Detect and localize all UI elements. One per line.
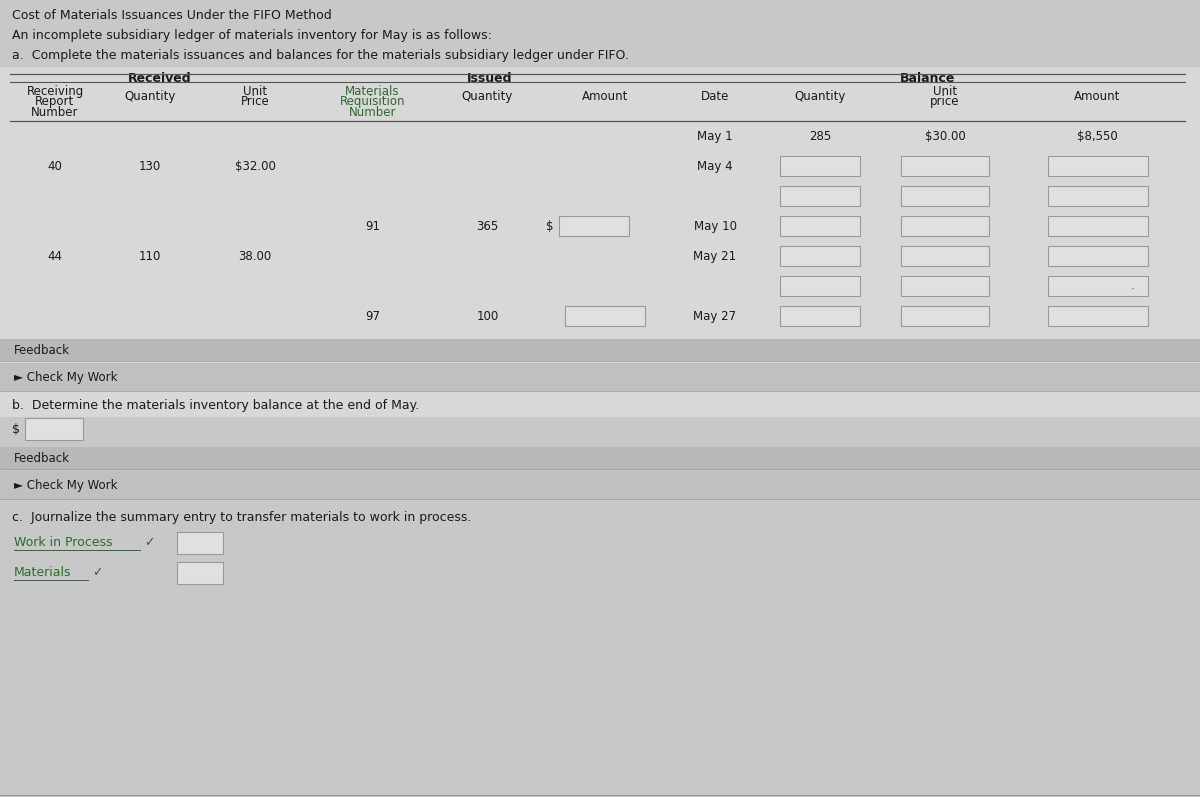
Text: Materials: Materials — [346, 84, 400, 97]
Text: May 1: May 1 — [697, 129, 733, 143]
Text: Quantity: Quantity — [462, 89, 514, 103]
Bar — [901, 246, 989, 266]
Bar — [901, 156, 989, 176]
Text: Receiving: Receiving — [26, 84, 84, 97]
Text: 91: 91 — [365, 219, 380, 233]
Text: May 4: May 4 — [697, 159, 733, 172]
Text: May 27: May 27 — [694, 309, 737, 323]
Text: ► Check My Work: ► Check My Work — [14, 371, 118, 383]
Bar — [1048, 276, 1147, 296]
Text: Unit: Unit — [242, 84, 268, 97]
Text: Work in Process: Work in Process — [14, 536, 113, 549]
Text: Date: Date — [701, 89, 730, 103]
Bar — [1048, 156, 1147, 176]
Text: Issued: Issued — [467, 72, 512, 84]
Bar — [178, 562, 223, 584]
Text: Balance: Balance — [900, 72, 955, 84]
Bar — [780, 186, 860, 206]
Text: Report: Report — [35, 95, 74, 108]
Text: An incomplete subsidiary ledger of materials inventory for May is as follows:: An incomplete subsidiary ledger of mater… — [12, 29, 492, 41]
Bar — [25, 418, 83, 440]
Text: Feedback: Feedback — [14, 344, 70, 356]
Bar — [559, 216, 629, 236]
Bar — [901, 186, 989, 206]
Text: ✓: ✓ — [92, 567, 102, 579]
Text: Number: Number — [31, 105, 79, 119]
Text: $30.00: $30.00 — [925, 129, 965, 143]
Text: 100: 100 — [476, 309, 499, 323]
Text: $8,550: $8,550 — [1078, 129, 1118, 143]
Bar — [901, 216, 989, 236]
Text: $: $ — [546, 219, 553, 233]
Text: b.  Determine the materials inventory balance at the end of May.: b. Determine the materials inventory bal… — [12, 398, 419, 411]
Bar — [780, 306, 860, 326]
Text: Unit: Unit — [932, 84, 958, 97]
Bar — [178, 532, 223, 554]
Text: $32.00: $32.00 — [234, 159, 276, 172]
Bar — [0, 447, 1200, 469]
Text: Quantity: Quantity — [794, 89, 846, 103]
Bar — [565, 306, 646, 326]
Text: ► Check My Work: ► Check My Work — [14, 478, 118, 492]
Bar — [780, 216, 860, 236]
Text: Feedback: Feedback — [14, 451, 70, 465]
Bar — [0, 339, 1200, 361]
Text: Requisition: Requisition — [340, 95, 406, 108]
Bar — [901, 276, 989, 296]
Bar — [0, 67, 1200, 417]
Text: Amount: Amount — [1074, 89, 1121, 103]
Text: Materials: Materials — [14, 567, 72, 579]
Text: Price: Price — [241, 95, 269, 108]
Bar — [1048, 186, 1147, 206]
Text: 97: 97 — [365, 309, 380, 323]
Text: price: price — [930, 95, 960, 108]
Text: ✓: ✓ — [144, 536, 155, 549]
Text: Received: Received — [128, 72, 192, 84]
Text: 365: 365 — [476, 219, 499, 233]
Bar — [780, 276, 860, 296]
Text: 40: 40 — [48, 159, 62, 172]
Text: 130: 130 — [139, 159, 161, 172]
Bar — [0, 471, 1200, 499]
Bar — [1048, 246, 1147, 266]
Text: Number: Number — [349, 105, 396, 119]
Text: 285: 285 — [809, 129, 832, 143]
Text: Amount: Amount — [582, 89, 628, 103]
Text: $: $ — [12, 422, 20, 435]
Text: 44: 44 — [48, 249, 62, 262]
Text: May 21: May 21 — [694, 249, 737, 262]
Bar — [780, 156, 860, 176]
Bar — [1048, 306, 1147, 326]
Text: c.  Journalize the summary entry to transfer materials to work in process.: c. Journalize the summary entry to trans… — [12, 511, 472, 524]
Text: 38.00: 38.00 — [239, 249, 271, 262]
Text: Cost of Materials Issuances Under the FIFO Method: Cost of Materials Issuances Under the FI… — [12, 9, 331, 22]
Bar — [1048, 216, 1147, 236]
Bar — [901, 306, 989, 326]
Text: 110: 110 — [139, 249, 161, 262]
Text: Quantity: Quantity — [125, 89, 175, 103]
Text: .: . — [1130, 281, 1134, 291]
Text: May 10: May 10 — [694, 219, 737, 233]
Text: a.  Complete the materials issuances and balances for the materials subsidiary l: a. Complete the materials issuances and … — [12, 49, 629, 61]
Bar — [780, 246, 860, 266]
Bar — [0, 363, 1200, 391]
